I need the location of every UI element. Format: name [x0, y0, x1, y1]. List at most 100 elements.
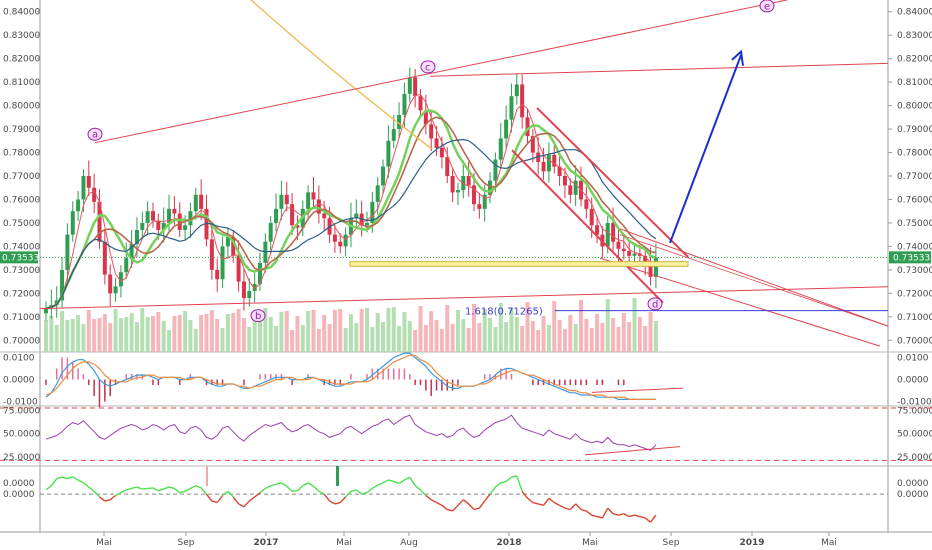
volume-bar: [332, 310, 337, 352]
candle-body: [113, 286, 118, 294]
price-tick-label-left: 0.77000: [3, 172, 40, 182]
osc-line-segment: [318, 490, 325, 495]
price-axis: 0.84000 0.83000 0.82000 0.81000 0.80000 0.790…: [3, 8, 932, 347]
volume-bar: [129, 313, 134, 352]
volume-bar: [183, 311, 188, 352]
osc-line-segment: [618, 513, 624, 516]
osc-signal-marker-green: [336, 466, 339, 486]
osc-line-segment: [366, 487, 373, 494]
osc-line-segment: [505, 476, 512, 482]
macd-tick-label-left: 0.0000: [3, 376, 35, 386]
osc-line-segment: [538, 503, 544, 506]
volume-bar: [381, 322, 386, 352]
volume-bar: [199, 315, 204, 352]
osc-line-segment: [200, 487, 208, 495]
volume-bar: [391, 307, 396, 352]
volume-bar: [76, 315, 81, 352]
candle-body: [177, 213, 182, 230]
osc-line-segment: [628, 514, 635, 518]
osc-line-segment: [468, 503, 475, 511]
volume-bar: [450, 324, 455, 352]
osc-line-segment: [238, 503, 245, 508]
candle-body: [220, 246, 225, 280]
candle-body: [92, 187, 97, 202]
rsi-pane: 75.0000 75.0000 50.0000 50.0000 25.0000 25.00…: [0, 407, 932, 463]
osc-line-segment: [500, 480, 507, 484]
volume-bar: [653, 321, 658, 352]
time-tick-label: 2017: [253, 538, 278, 548]
candle-body: [134, 229, 139, 245]
volume-bar: [167, 330, 172, 352]
volume-bar: [579, 300, 583, 352]
volume-bar: [92, 319, 97, 352]
time-tick-label: Sep: [178, 538, 195, 548]
osc-line-segment: [339, 496, 347, 503]
osc-line-segment: [436, 501, 443, 506]
macd-pane: 0.0100 0.0100 0.0000 0.0000 -0.0100 -0.0100: [3, 352, 932, 408]
osc-line-segment: [67, 476, 73, 480]
volume-bar: [632, 298, 637, 352]
price-tick-label-right: 0.73000: [897, 266, 932, 276]
price-tick-label-right: 0.77000: [897, 172, 932, 182]
volume-bar: [637, 317, 642, 352]
candle-body: [268, 222, 273, 242]
channel-upper-bold-line: [536, 107, 689, 258]
candle-body: [60, 269, 65, 301]
volume-bar: [461, 319, 466, 352]
candle-body: [653, 257, 658, 277]
time-tick-label: Mai: [821, 538, 837, 548]
macd-tick-label-right: 0.0100: [897, 354, 929, 364]
candle-body: [161, 222, 166, 230]
volume-bar: [140, 308, 145, 352]
osc-line-segment: [307, 482, 314, 487]
volume-bar: [488, 318, 493, 352]
osc-line-segment: [104, 499, 111, 502]
support-zone: [349, 261, 689, 267]
osc-line-segment: [126, 487, 132, 491]
candle-body: [413, 77, 418, 97]
horizontal-resistance-line: [429, 62, 889, 77]
osc-line-segment: [478, 500, 486, 509]
volume-bar: [247, 327, 252, 352]
time-tick-label: Sep: [663, 538, 680, 548]
osc-line-segment: [292, 490, 298, 492]
rsi-line: [45, 414, 657, 451]
macd-tick-label-right: -0.0100: [897, 398, 932, 408]
osc-line-segment: [77, 479, 84, 484]
osc-line-segment: [248, 496, 256, 502]
price-tick-label-left: 0.78000: [3, 149, 40, 159]
volume-bar: [589, 328, 594, 352]
volume-bar: [621, 313, 626, 352]
volume-bar: [102, 314, 107, 352]
osc-line-segment: [93, 490, 101, 498]
rsi-tick-label-right: 50.0000: [897, 430, 932, 440]
candle-body: [648, 262, 653, 277]
macd-tick-label-left: -0.0100: [3, 398, 38, 408]
candle-body: [595, 225, 600, 235]
candle-body: [70, 211, 75, 235]
volume-bar: [418, 306, 423, 352]
volume-bar: [482, 309, 487, 352]
volume-bar: [343, 328, 348, 352]
osc-line-segment: [142, 487, 148, 490]
projection-arrow-shaft: [669, 54, 742, 244]
price-tick-label-right: 0.76000: [897, 195, 932, 205]
wave-label-circle: [87, 127, 103, 141]
volume-bar: [290, 330, 295, 352]
osc-line-segment: [457, 499, 464, 506]
volume-bar: [504, 322, 509, 352]
osc-line-segment: [532, 501, 539, 505]
osc-line-segment: [607, 507, 614, 515]
volume-bar: [455, 310, 460, 352]
candle-body: [381, 166, 386, 186]
volume-bar: [423, 325, 428, 352]
candle-body: [386, 140, 391, 167]
candle-body: [316, 199, 321, 214]
volume-bar: [316, 329, 321, 352]
osc-line-segment: [473, 507, 480, 511]
osc-line-segment: [345, 490, 352, 498]
volume-bar: [145, 317, 150, 352]
candle-body: [605, 222, 610, 247]
